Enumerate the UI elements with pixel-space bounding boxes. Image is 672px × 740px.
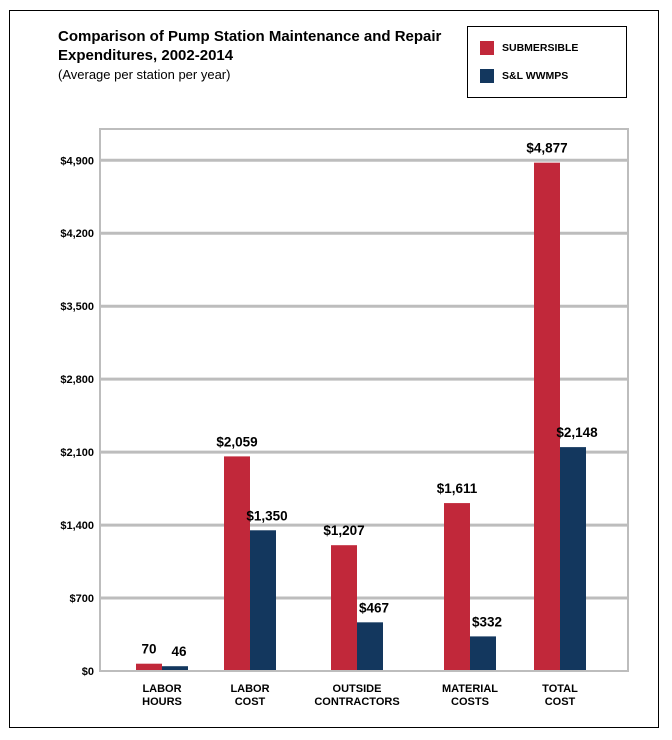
x-tick-label: COST — [545, 696, 576, 708]
chart-frame — [9, 10, 659, 728]
data-label: $467 — [359, 600, 389, 615]
y-tick-label: $700 — [70, 593, 94, 605]
legend-label-submersible: SUBMERSIBLE — [502, 42, 579, 54]
x-tick-label: CONTRACTORS — [314, 696, 399, 708]
data-label: 46 — [171, 644, 187, 659]
data-label: $1,207 — [323, 523, 364, 538]
bar-submersible — [534, 162, 560, 671]
bar-sl-wwmps — [560, 447, 586, 671]
x-tick-label: LABOR — [230, 683, 269, 695]
x-tick-label: OUTSIDE — [333, 683, 382, 695]
bar-sl-wwmps — [357, 622, 383, 671]
bar-submersible — [136, 663, 162, 671]
legend-swatch-sl-wwmps — [480, 69, 494, 83]
x-tick-label: TOTAL — [542, 683, 578, 695]
x-tick-label: HOURS — [142, 696, 182, 708]
x-tick-label: COST — [235, 696, 266, 708]
bar-sl-wwmps — [162, 666, 188, 671]
data-label: $1,350 — [246, 508, 287, 523]
y-tick-label: $0 — [82, 666, 94, 678]
chart-subtitle: (Average per station per year) — [58, 67, 231, 82]
bar-submersible — [331, 545, 357, 671]
data-label: $1,611 — [437, 481, 478, 496]
bar-sl-wwmps — [470, 636, 496, 671]
legend-label-sl-wwmps: S&L WWMPS — [502, 70, 569, 82]
y-tick-label: $1,400 — [60, 520, 94, 532]
y-tick-label: $3,500 — [60, 301, 94, 313]
x-tick-label: COSTS — [451, 696, 489, 708]
y-tick-label: $4,200 — [60, 228, 94, 240]
legend-swatch-submersible — [480, 41, 494, 55]
data-label: 70 — [141, 642, 156, 657]
x-tick-label: MATERIAL — [442, 683, 498, 695]
y-tick-label: $2,800 — [60, 374, 94, 386]
legend-item-sl-wwmps: S&L WWMPS — [480, 69, 568, 83]
y-tick-label: $4,900 — [60, 155, 94, 167]
bar-submersible — [444, 503, 470, 671]
bar-submersible — [224, 456, 250, 671]
data-label: $2,148 — [556, 425, 598, 440]
y-tick-label: $2,100 — [60, 447, 94, 459]
x-tick-label: LABOR — [142, 683, 181, 695]
data-label: $332 — [472, 614, 502, 629]
data-label: $2,059 — [216, 434, 257, 449]
data-label: $4,877 — [526, 141, 567, 156]
legend: SUBMERSIBLE S&L WWMPS — [467, 26, 627, 98]
chart-title: Comparison of Pump Station Maintenance a… — [58, 28, 442, 64]
bar-sl-wwmps — [250, 530, 276, 671]
legend-item-submersible: SUBMERSIBLE — [480, 41, 578, 55]
